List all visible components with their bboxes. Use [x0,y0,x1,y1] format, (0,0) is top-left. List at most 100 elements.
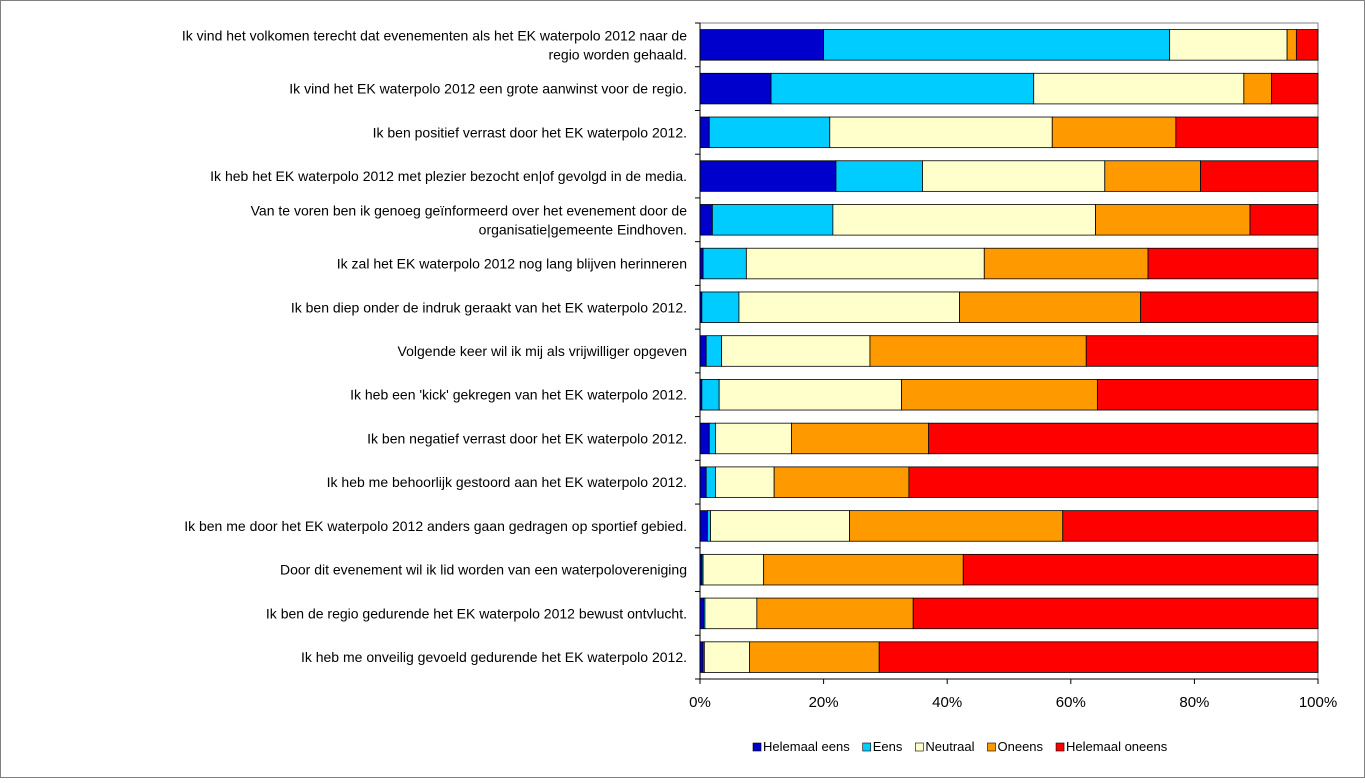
bar-segment-4-helemaal-eens [699,160,837,192]
bar-segment-11-helemaal-eens [699,466,707,498]
bar-segment-12-helemaal-oneens [1062,510,1319,542]
bar-segment-5-oneens [1095,204,1251,236]
bar-segment-5-helemaal-eens [699,204,713,236]
bar-segment-3-neutraal [829,116,1053,149]
bar-segment-6-oneens [983,247,1149,280]
category-label: regio worden gehaald. [548,46,687,62]
bar-segment-8-neutraal [721,335,871,367]
category-label: Ik heb het EK waterpolo 2012 met plezier… [210,168,687,184]
legend-swatch [862,742,872,752]
bar-segment-15-helemaal-oneens [878,641,1319,673]
bar-segment-7-eens [701,291,740,323]
bar-segment-12-helemaal-eens [699,510,708,542]
category-label: Ik ben negatief verrast door het EK wate… [367,430,687,446]
bar-segment-7-helemaal-oneens [1140,291,1319,323]
bar-segment-13-neutraal [702,553,765,586]
bar-segment-8-helemaal-eens [699,335,707,367]
bar-segment-8-helemaal-oneens [1085,335,1319,367]
bar-segment-15-neutraal [703,641,750,673]
bar-segment-14-helemaal-eens [699,597,705,630]
bar-segment-9-oneens [901,379,1098,411]
category-label: Ik vind het EK waterpolo 2012 een grote … [289,81,687,97]
bar-segment-8-eens [705,335,723,367]
category-label: Ik heb een 'kick' gekregen van het EK wa… [350,387,687,403]
bar-segment-1-helemaal-eens [699,29,824,61]
bar-segment-4-neutraal [922,160,1106,192]
category-label: organisatie|gemeente Eindhoven. [479,221,687,237]
category-label: Ik ben de regio gedurende het EK waterpo… [266,605,687,621]
bar-segment-4-eens [835,160,923,192]
bar-segment-4-helemaal-oneens [1200,160,1319,192]
x-tick-label: 40% [932,694,962,711]
legend-label: Oneens [998,739,1044,754]
bar-segment-5-eens [711,204,834,236]
legend-label: Neutraal [925,739,974,754]
bar-segment-6-neutraal [745,247,985,280]
bar-segment-5-neutraal [832,204,1096,236]
legend-label: Helemaal oneens [1066,739,1168,754]
bar-segment-10-neutraal [715,422,792,455]
x-tick-label: 60% [1056,694,1086,711]
bar-segment-1-eens [823,29,1171,61]
bar-segment-15-oneens [749,641,880,673]
bar-segment-7-oneens [959,291,1142,323]
bar-segment-11-neutraal [715,466,775,498]
category-label: Ik ben diep onder de indruk geraakt van … [291,299,687,315]
bar-segment-12-eens [707,510,711,542]
category-label: Ik heb me onveilig gevoeld gedurende het… [301,649,687,665]
bar-segment-14-neutraal [704,597,758,630]
bar-segment-11-eens [705,466,716,498]
bar-segment-12-oneens [849,510,1064,542]
x-tick-label: 80% [1179,694,1209,711]
bar-segment-10-helemaal-oneens [928,422,1319,455]
bar-segment-3-oneens [1051,116,1177,149]
legend-swatch [987,742,996,752]
bar-segment-7-neutraal [738,291,960,323]
bar-segment-8-oneens [869,335,1087,367]
bar-segment-4-oneens [1104,160,1201,192]
category-label: Ik ben me door het EK waterpolo 2012 and… [184,518,687,534]
category-label: Ik zal het EK waterpolo 2012 nog lang bl… [337,256,687,272]
category-label: Volgende keer wil ik mij als vrijwillige… [398,343,687,359]
x-tick-label: 0% [689,694,711,711]
legend-label: Eens [873,739,903,754]
bar-segment-10-helemaal-eens [699,422,710,455]
bar-segment-6-helemaal-oneens [1147,247,1319,280]
bar-segment-9-neutraal [718,379,902,411]
bar-segment-2-oneens [1243,72,1273,105]
category-label: Ik vind het volkomen terecht dat eveneme… [182,27,687,43]
bar-segment-2-helemaal-oneens [1271,72,1319,105]
bar-segment-9-eens [701,379,720,411]
bar-segment-14-helemaal-oneens [912,597,1319,630]
x-tick-label: 20% [809,694,839,711]
bar-segment-14-oneens [756,597,914,630]
legend-swatch [1055,742,1065,752]
x-tick-label: 100% [1299,694,1337,711]
bar-segment-5-helemaal-oneens [1249,204,1319,236]
bar-segment-10-eens [708,422,716,455]
bar-segment-9-helemaal-oneens [1096,379,1319,411]
bar-segment-11-oneens [773,466,910,498]
bar-segment-10-oneens [791,422,930,455]
bar-segment-3-eens [708,116,831,149]
legend-swatch [752,742,762,752]
bar-segment-1-oneens [1286,29,1297,61]
bar-segment-3-helemaal-eens [699,116,710,149]
category-label: Ik ben positief verrast door het EK wate… [373,124,687,140]
bar-segment-12-neutraal [710,510,850,542]
bar-segment-2-eens [770,72,1035,105]
bar-segment-6-eens [702,247,747,280]
bar-segment-1-helemaal-oneens [1295,29,1319,61]
bar-segment-13-oneens [763,553,964,586]
category-label: Ik heb me behoorlijk gestoord aan het EK… [327,474,687,490]
bar-segment-2-helemaal-eens [699,72,772,105]
legend-label: Helemaal eens [763,739,850,754]
bar-segment-13-helemaal-oneens [962,553,1319,586]
bar-segment-2-neutraal [1033,72,1245,105]
bar-segment-3-helemaal-oneens [1175,116,1319,149]
category-label: Van te voren ben ik genoeg geïnformeerd … [251,202,688,218]
category-label: Door dit evenement wil ik lid worden van… [280,562,687,578]
bar-segment-1-neutraal [1169,29,1288,61]
